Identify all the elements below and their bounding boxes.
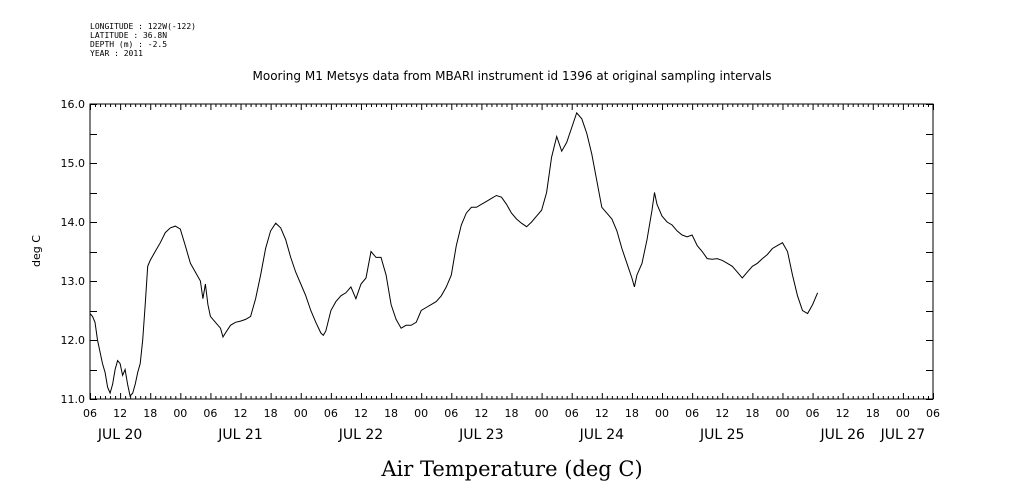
y-tick-label: 11.0 <box>61 393 86 406</box>
x-tick-label: 00 <box>535 407 549 420</box>
x-tick-labels: 06 12 18 00 06 12 18 00 06 12 18 00 06 12 18 00 06 12 18 00… <box>83 407 940 420</box>
x-tick-label: 18 <box>384 407 398 420</box>
x-tick-label: 12 <box>234 407 248 420</box>
x-tick-label: 18 <box>505 407 519 420</box>
day-label: JUL 21 <box>217 427 262 443</box>
chart-title: Mooring M1 Metsys data from MBARI instru… <box>253 69 772 83</box>
y-tick-label: 14.0 <box>61 216 86 229</box>
x-tick-label: 12 <box>113 407 127 420</box>
x-tick-label: 06 <box>565 407 579 420</box>
day-label: JUL 26 <box>819 427 865 443</box>
x-tick-label: 18 <box>866 407 880 420</box>
x-tick-label: 12 <box>595 407 609 420</box>
x-tick-label: 06 <box>324 407 338 420</box>
x-tick-label: 06 <box>685 407 699 420</box>
x-tick-label: 12 <box>836 407 850 420</box>
axis-ticks <box>90 104 934 400</box>
x-tick-label: 18 <box>625 407 639 420</box>
station-metadata: LONGITUDE : 122W(-122) LATITUDE : 36.8N … <box>90 22 196 58</box>
day-label: JUL 24 <box>579 427 625 443</box>
x-tick-label: 12 <box>715 407 729 420</box>
y-axis-label: deg C <box>30 235 43 267</box>
plot-frame <box>89 103 934 400</box>
day-label: JUL 25 <box>699 427 744 443</box>
x-tick-label: 06 <box>444 407 458 420</box>
x-tick-label: 00 <box>414 407 428 420</box>
x-tick-label: 00 <box>294 407 308 420</box>
y-tick-label: 16.0 <box>61 98 86 111</box>
metadata-year: YEAR : 2011 <box>90 49 143 58</box>
x-tick-label: 06 <box>83 407 97 420</box>
x-tick-label: 00 <box>173 407 187 420</box>
x-tick-label: 12 <box>474 407 488 420</box>
x-tick-label: 06 <box>806 407 820 420</box>
x-tick-label: 00 <box>896 407 910 420</box>
x-tick-label: 18 <box>745 407 759 420</box>
metadata-longitude: LONGITUDE : 122W(-122) <box>90 22 196 31</box>
metadata-depth: DEPTH (m) : -2.5 <box>90 40 168 49</box>
y-tick-label: 13.0 <box>61 275 86 288</box>
day-label: JUL 22 <box>338 427 383 443</box>
day-label: JUL 20 <box>97 427 142 443</box>
x-tick-label: 06 <box>203 407 217 420</box>
y-tick-label: 15.0 <box>61 157 86 170</box>
y-tick-labels: 11.0 12.0 13.0 14.0 15.0 16.0 <box>61 98 86 406</box>
x-tick-label: 18 <box>143 407 157 420</box>
day-labels: JUL 20 JUL 21 JUL 22 JUL 23 JUL 24 JUL 25 JUL … <box>97 427 925 443</box>
x-axis-label: Air Temperature (deg C) <box>380 457 642 481</box>
y-tick-label: 12.0 <box>61 334 86 347</box>
day-label: JUL 27 <box>880 427 925 443</box>
metadata-latitude: LATITUDE : 36.8N <box>90 31 168 40</box>
x-tick-label: 12 <box>354 407 368 420</box>
x-tick-label: 00 <box>655 407 669 420</box>
x-tick-label: 06 <box>926 407 940 420</box>
x-tick-label: 00 <box>775 407 789 420</box>
temperature-series-line <box>89 111 819 398</box>
x-tick-label: 18 <box>264 407 278 420</box>
day-label: JUL 23 <box>458 427 503 443</box>
